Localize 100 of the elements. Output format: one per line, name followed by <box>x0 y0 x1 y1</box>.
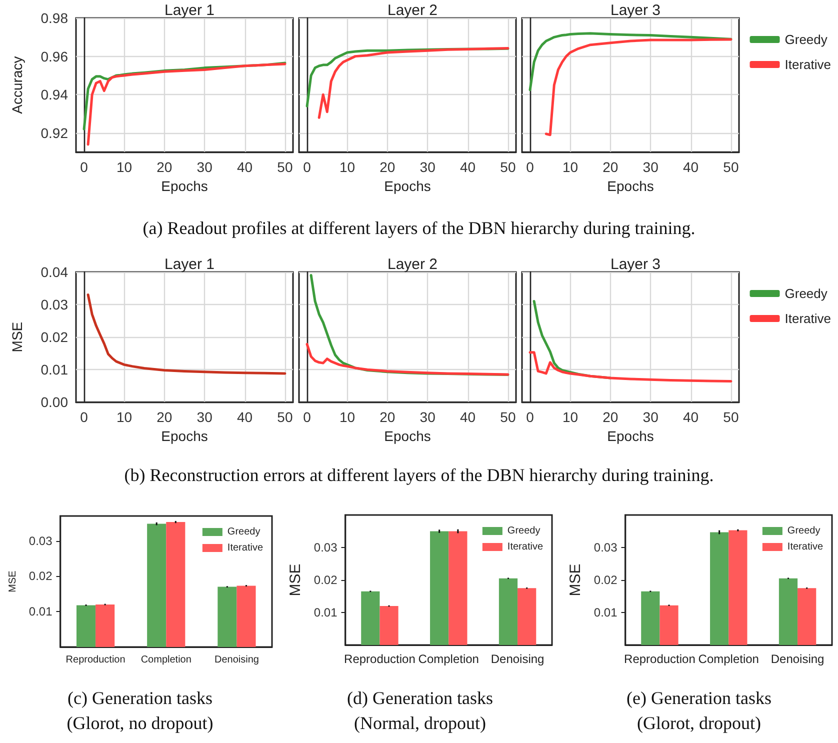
y-tick-label: 0.00 <box>40 394 68 410</box>
legend-label: Greedy <box>227 526 260 538</box>
y-axis-title: MSE <box>567 564 584 596</box>
x-axis-title: Epochs <box>384 178 431 194</box>
x-tick-label: 0 <box>80 159 88 176</box>
bar <box>430 531 449 645</box>
x-tick-label: 50 <box>723 159 739 176</box>
y-tick-label: 0.03 <box>40 296 68 313</box>
x-tick-label: 0 <box>303 159 312 176</box>
x-axis-title: Epochs <box>161 178 208 194</box>
bar <box>166 522 186 647</box>
y-tick-label: 0.03 <box>594 540 618 554</box>
bar <box>641 591 660 645</box>
y-axis-title: Accuracy <box>9 56 25 114</box>
y-tick-label: 0.98 <box>40 10 68 26</box>
x-tick-label: 0 <box>303 409 312 426</box>
bar <box>218 586 237 647</box>
x-tick-label: 10 <box>116 409 132 426</box>
x-tick-label: 40 <box>460 409 476 426</box>
y-axis-title: MSE <box>287 564 304 596</box>
bar <box>710 532 729 645</box>
legend-label: Iterative <box>784 311 832 326</box>
x-tick-label: 20 <box>156 159 172 176</box>
bar <box>518 588 536 645</box>
y-tick-label: 0.01 <box>40 362 68 378</box>
x-tick-label: Denoising <box>490 652 544 666</box>
x-axis-title: Epochs <box>161 428 208 444</box>
x-axis-title: Epochs <box>384 428 431 444</box>
legend-label: Iterative <box>507 542 544 552</box>
bar <box>660 605 678 645</box>
chart-title: Layer 1 <box>164 256 215 273</box>
x-tick-label: 20 <box>380 409 396 426</box>
x-tick-label: 50 <box>723 409 739 426</box>
y-axis-title: MSE <box>8 570 18 592</box>
x-tick-label: 50 <box>500 159 516 176</box>
chart-title: Layer 2 <box>387 2 438 19</box>
x-tick-label: 30 <box>420 159 436 176</box>
x-tick-label: 20 <box>380 159 396 176</box>
x-tick-label: 40 <box>682 409 699 426</box>
x-tick-label: 30 <box>196 409 213 426</box>
x-tick-label: 40 <box>682 159 699 176</box>
y-tick-label: 0.03 <box>28 534 53 548</box>
bar <box>498 578 518 645</box>
x-tick-label: Reproduction <box>344 652 416 666</box>
x-tick-label: 30 <box>642 409 659 426</box>
x-tick-label: Reproduction <box>624 652 696 666</box>
x-tick-label: 40 <box>460 159 476 176</box>
bar <box>147 524 166 647</box>
legend-label: Greedy <box>784 286 828 301</box>
chart-title: Layer 2 <box>387 256 438 273</box>
chart-title: Layer 3 <box>610 256 661 273</box>
x-tick-label: 20 <box>602 409 618 426</box>
bar <box>361 591 380 645</box>
y-tick-label: 0.02 <box>40 329 68 346</box>
bar <box>76 605 96 647</box>
y-tick-label: 0.96 <box>40 48 68 64</box>
text: (a) Readout profiles at different layers of the DBN hierarchy during training. <box>142 217 696 240</box>
y-tick-label: 0.02 <box>314 573 338 587</box>
x-tick-label: 40 <box>236 159 253 176</box>
x-tick-label: 10 <box>339 159 356 176</box>
text: (c) Generation tasks (Glorot, no dropout) <box>66 687 214 735</box>
x-tick-label: 50 <box>277 409 293 426</box>
y-tick-label: 0.92 <box>40 124 68 141</box>
x-tick-label: 0 <box>80 409 88 426</box>
bar <box>728 530 748 645</box>
x-axis-title: Epochs <box>607 428 654 444</box>
line-series <box>86 62 286 146</box>
x-tick-label: Completion <box>698 652 759 666</box>
y-tick-label: 0.94 <box>40 86 68 103</box>
y-tick-label: 0.02 <box>28 569 53 584</box>
legend-label: Greedy <box>784 32 828 47</box>
chart-title: Layer 1 <box>164 2 215 19</box>
y-tick-label: 0.01 <box>28 604 53 619</box>
legend-label: Iterative <box>784 57 832 72</box>
x-tick-label: 20 <box>156 409 172 426</box>
x-tick-label: Completion <box>140 654 192 666</box>
x-tick-label: 30 <box>420 409 436 426</box>
x-tick-label: 40 <box>236 409 253 426</box>
x-tick-label: 30 <box>642 159 659 176</box>
y-tick-label: 0.04 <box>40 264 68 280</box>
x-tick-label: 10 <box>339 409 356 426</box>
x-tick-label: Denoising <box>214 654 259 666</box>
bar <box>236 586 256 647</box>
x-tick-label: 10 <box>562 159 578 176</box>
x-tick-label: 50 <box>277 159 293 176</box>
text: (b) Reconstruction errors at different layers of the DBN hierarchy during training. <box>123 464 715 487</box>
x-tick-label: 10 <box>116 159 132 176</box>
x-tick-label: 0 <box>526 159 534 176</box>
legend-label: Iterative <box>787 542 824 552</box>
y-tick-label: 0.01 <box>314 606 338 620</box>
text: (d) Generation tasks (Normal, dropout) <box>346 687 494 735</box>
bar <box>96 604 115 647</box>
x-tick-label: 20 <box>602 159 618 176</box>
x-axis-title: Epochs <box>607 178 654 194</box>
text: (e) Generation tasks (Glorot, dropout) <box>626 687 772 735</box>
legend-label: Iterative <box>227 542 264 554</box>
legend-label: Greedy <box>787 526 820 536</box>
bar <box>380 606 398 645</box>
y-tick-label: 0.01 <box>594 606 618 620</box>
line-series <box>86 294 286 375</box>
